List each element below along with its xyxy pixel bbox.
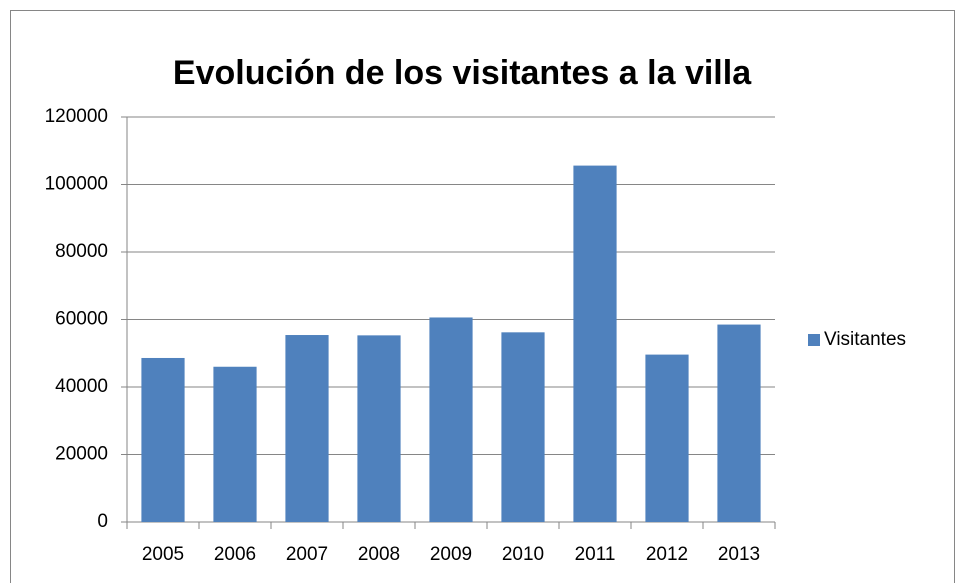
chart-title: Evolución de los visitantes a la villa [173,54,752,92]
x-tick-label: 2012 [646,544,688,565]
x-tick-label: 2013 [718,544,760,565]
x-tick-label: 2010 [502,544,544,565]
y-tick-label: 60000 [55,309,108,330]
y-tick-label: 120000 [45,106,108,127]
y-tick-label: 20000 [55,444,108,465]
y-tick-label: 40000 [55,376,108,397]
x-tick-label: 2009 [430,544,472,565]
bar [429,317,473,522]
bar [141,357,185,522]
x-tick-label: 2008 [358,544,400,565]
x-tick-label: 2007 [286,544,328,565]
legend-label: Visitantes [824,329,906,350]
y-tick-label: 100000 [45,174,108,195]
bar [645,354,689,522]
y-tick-label: 0 [97,511,108,532]
x-tick-label: 2005 [142,544,184,565]
y-tick-label: 80000 [55,241,108,262]
bar [213,366,257,522]
bar [573,165,617,522]
x-tick-label: 2011 [575,544,616,565]
bar [285,335,329,522]
bar [357,335,401,522]
legend-swatch [808,334,820,346]
x-tick-label: 2006 [214,544,256,565]
bar [717,324,761,522]
bar [501,332,545,522]
